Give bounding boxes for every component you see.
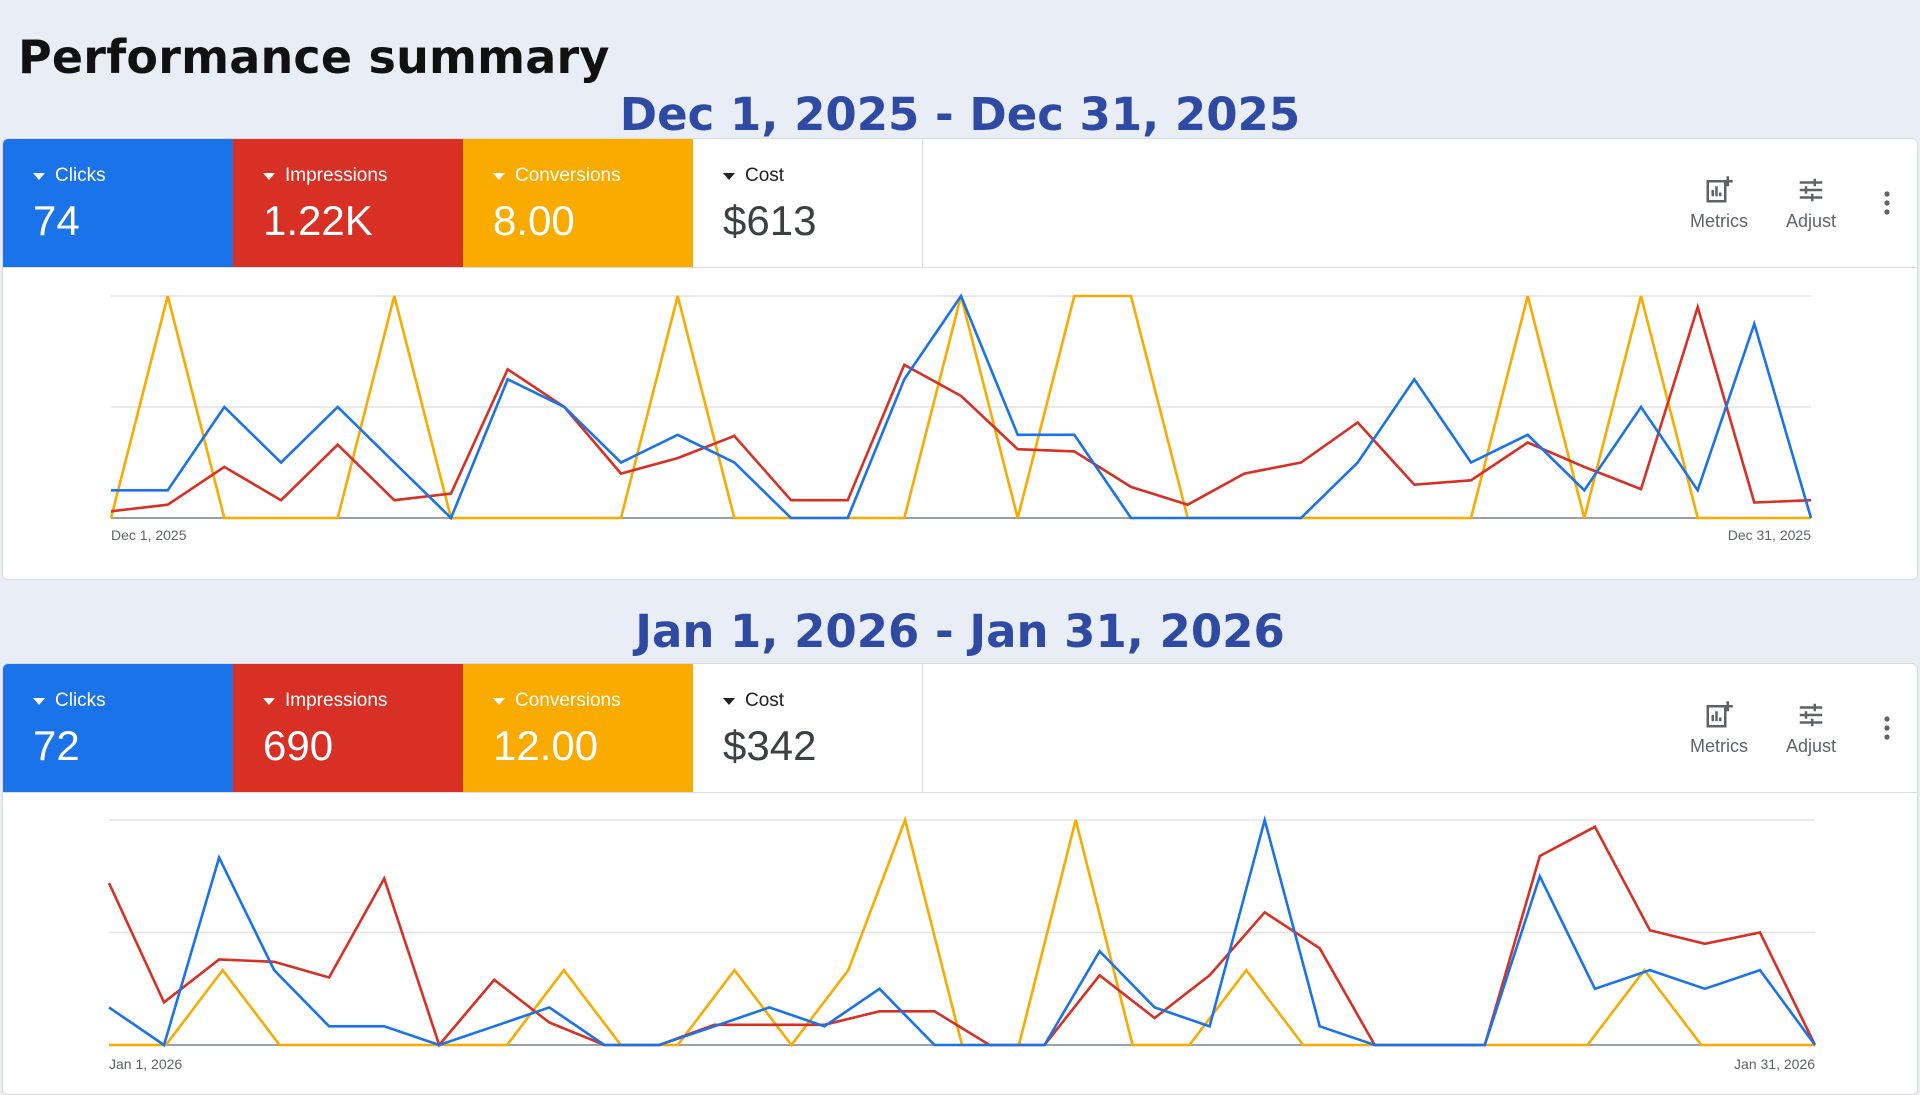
line-chart-jan: Jan 1, 2026 Jan 31, 2026: [107, 814, 1817, 1072]
adjust-button[interactable]: Adjust: [1765, 175, 1857, 232]
date-range-title-jan: Jan 1, 2026 - Jan 31, 2026: [635, 605, 1285, 658]
metrics-label: Metrics: [1690, 735, 1748, 756]
scorecard-value: 690: [263, 722, 334, 769]
scorecard-value: 8.00: [493, 197, 575, 244]
metrics-button[interactable]: Metrics: [1673, 175, 1765, 232]
dropdown-caret-icon: [263, 172, 275, 180]
scorecard-label: Impressions: [285, 690, 388, 711]
scorecard-label: Cost: [745, 690, 785, 711]
scorecard-impressions[interactable]: Impressions 690: [233, 664, 463, 792]
scorecard-value: $342: [723, 722, 817, 769]
more-vert-icon: [1884, 716, 1890, 740]
tune-icon: [1799, 178, 1823, 201]
scorecard-value: $613: [723, 197, 817, 244]
chart-toolbar: Metrics Adjust: [1673, 139, 1917, 267]
scorecard-clicks[interactable]: Clicks 74: [3, 139, 233, 267]
dropdown-caret-icon: [723, 697, 735, 705]
metrics-button[interactable]: Metrics: [1673, 700, 1765, 757]
x-axis-end-label: Dec 31, 2025: [1728, 527, 1811, 543]
series-line-impressions: [107, 825, 1817, 1048]
scorecard-value: 12.00: [493, 722, 599, 769]
adjust-button[interactable]: Adjust: [1765, 700, 1857, 757]
scorecard-label: Clicks: [55, 165, 106, 186]
performance-panel-dec: Clicks 74 Impressions 1.22K Conversions …: [2, 138, 1918, 580]
more-options-button[interactable]: [1857, 715, 1917, 741]
scorecard-label: Conversions: [515, 690, 621, 711]
scorecard-value: 74: [33, 197, 80, 244]
scorecard-row: Clicks 74 Impressions 1.22K Conversions …: [3, 139, 1917, 268]
scorecard-label: Cost: [745, 165, 785, 186]
tune-icon: [1799, 703, 1823, 726]
scorecard-conversions[interactable]: Conversions 8.00: [463, 139, 693, 267]
scorecard-row: Clicks 72 Impressions 690 Conversions 12…: [3, 664, 1917, 793]
add-chart-icon: [1706, 175, 1733, 202]
adjust-label: Adjust: [1785, 210, 1837, 231]
scorecard-impressions[interactable]: Impressions 1.22K: [233, 139, 463, 267]
dropdown-caret-icon: [263, 697, 275, 705]
x-axis-end-label: Jan 31, 2026: [1734, 1056, 1815, 1072]
series-line-impressions: [110, 302, 1812, 513]
scorecard-conversions[interactable]: Conversions 12.00: [463, 664, 693, 792]
scorecard-value: 1.22K: [263, 197, 373, 244]
scorecard-label: Conversions: [515, 165, 621, 186]
adjust-label: Adjust: [1785, 735, 1837, 756]
dropdown-caret-icon: [33, 172, 45, 180]
performance-panel-jan: Clicks 72 Impressions 690 Conversions 12…: [2, 663, 1918, 1095]
scorecard-label: Impressions: [285, 165, 388, 186]
scorecard-clicks[interactable]: Clicks 72: [3, 664, 233, 792]
scorecard-cost[interactable]: Cost $613: [693, 139, 923, 267]
scorecard-value: 72: [33, 722, 80, 769]
dropdown-caret-icon: [493, 172, 505, 180]
scorecard-label: Clicks: [55, 690, 106, 711]
more-options-button[interactable]: [1857, 190, 1917, 216]
page-title: Performance summary: [18, 30, 610, 84]
dropdown-caret-icon: [493, 697, 505, 705]
more-vert-icon: [1884, 191, 1890, 215]
line-chart-dec: Dec 1, 2025 Dec 31, 2025: [109, 293, 1813, 543]
add-chart-icon: [1706, 700, 1733, 727]
metrics-label: Metrics: [1690, 210, 1748, 231]
chart-toolbar: Metrics Adjust: [1673, 664, 1917, 792]
series-line-clicks: [111, 293, 1813, 521]
dropdown-caret-icon: [33, 697, 45, 705]
scorecard-cost[interactable]: Cost $342: [693, 664, 923, 792]
dropdown-caret-icon: [723, 172, 735, 180]
x-axis-start-label: Dec 1, 2025: [111, 527, 187, 543]
x-axis-start-label: Jan 1, 2026: [109, 1056, 182, 1072]
date-range-title-dec: Dec 1, 2025 - Dec 31, 2025: [619, 88, 1301, 141]
series-line-clicks: [108, 814, 1817, 1048]
